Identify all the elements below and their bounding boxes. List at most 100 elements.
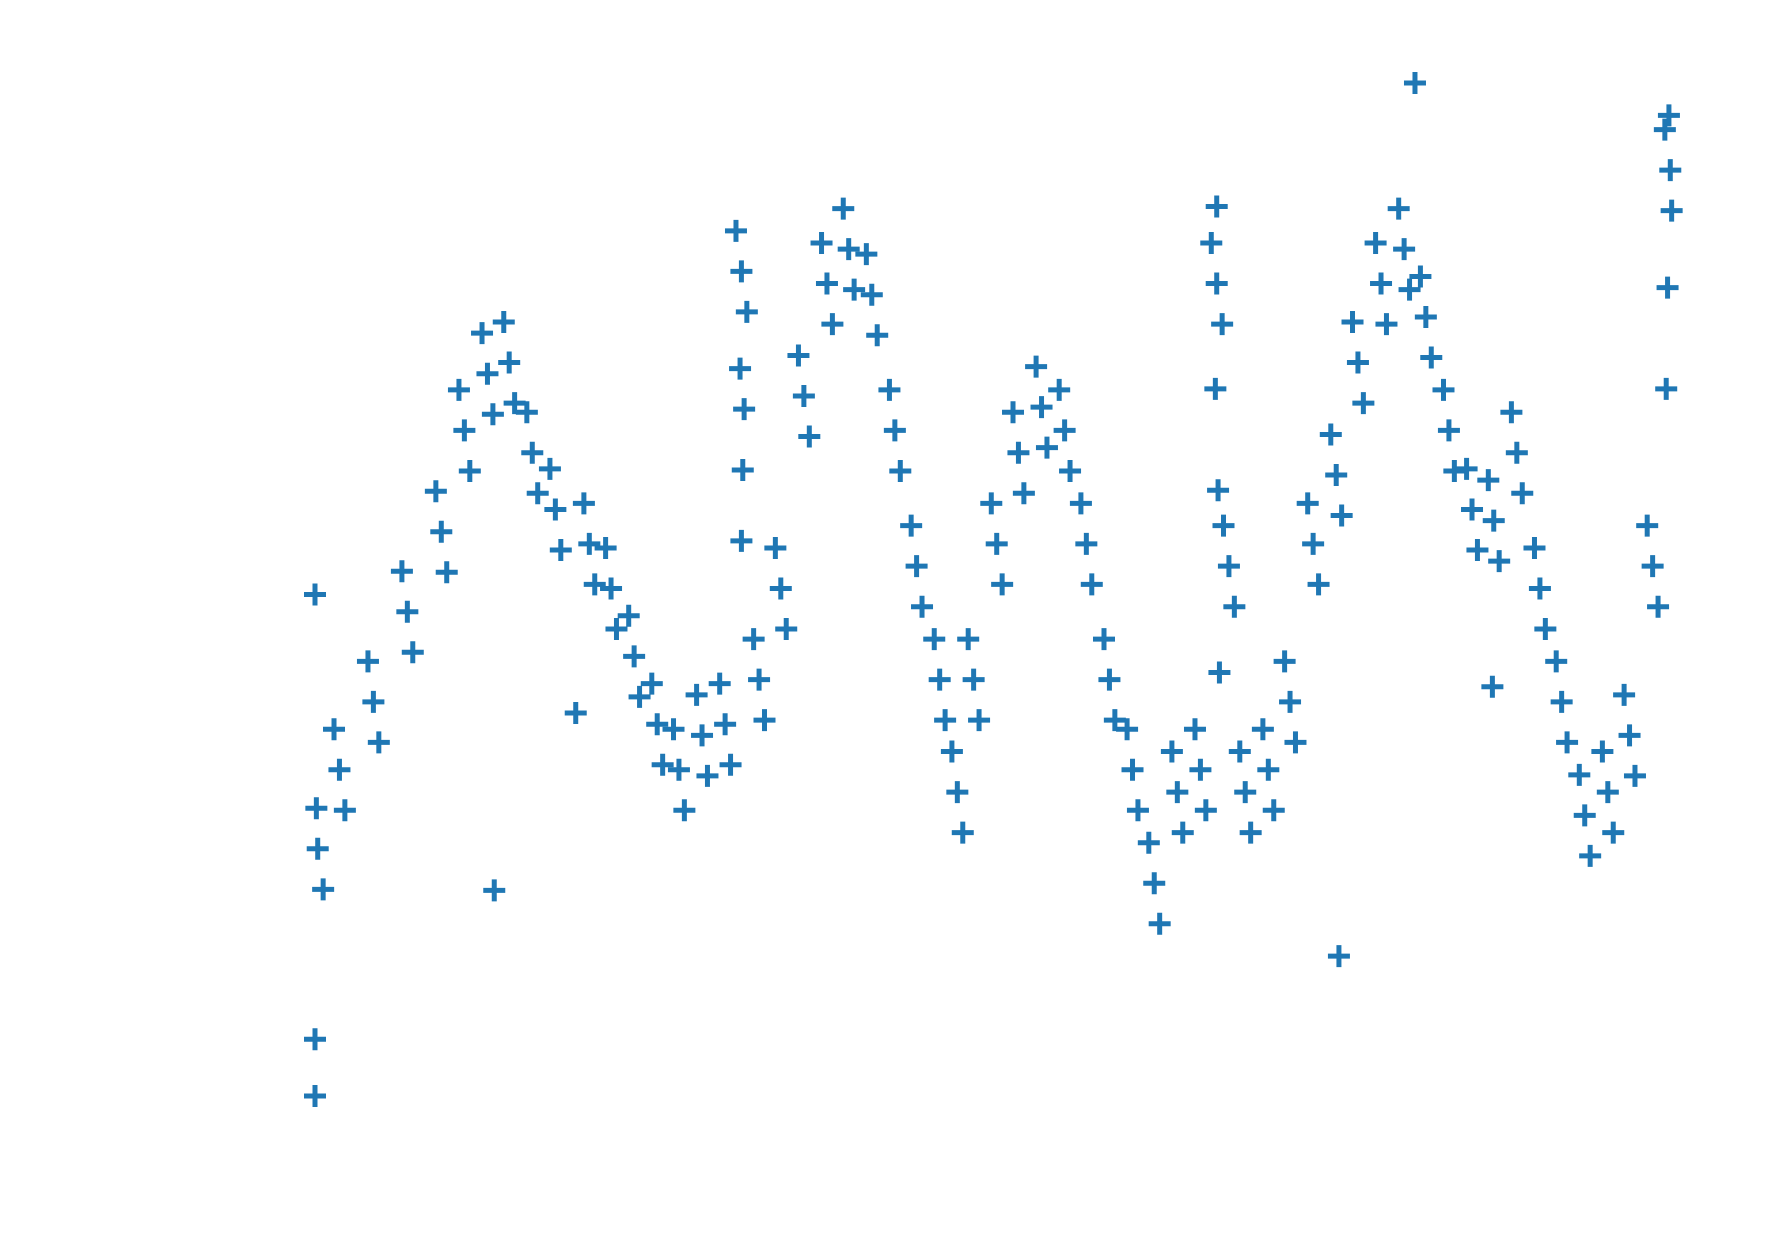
- scatter-point: [458, 459, 481, 482]
- scatter-point: [304, 1084, 326, 1107]
- scatter-point: [1223, 595, 1246, 618]
- scatter-point: [1080, 573, 1103, 596]
- scatter-point: [583, 573, 606, 596]
- scatter-point: [1205, 195, 1228, 218]
- scatter-point: [1025, 355, 1048, 378]
- scatter-point: [1273, 650, 1296, 673]
- scatter-point: [1647, 595, 1670, 618]
- scatter-point: [787, 344, 810, 367]
- scatter-point: [623, 645, 646, 668]
- scatter-point: [605, 617, 628, 640]
- scatter-point: [1030, 396, 1053, 419]
- scatter-point: [1346, 351, 1369, 374]
- scatter-point: [594, 536, 617, 559]
- scatter-point: [691, 724, 714, 747]
- scatter-point: [538, 457, 561, 480]
- scatter-point: [1075, 532, 1098, 555]
- scatter-point: [424, 480, 447, 503]
- scatter-point: [447, 378, 470, 401]
- scatter-point: [1591, 740, 1614, 763]
- scatter-point: [940, 740, 963, 763]
- scatter-point: [832, 197, 855, 220]
- scatter-point: [748, 668, 771, 691]
- scatter-point: [1103, 709, 1126, 732]
- scatter-point: [821, 313, 844, 336]
- scatter-point: [1655, 377, 1678, 400]
- scatter-point: [1327, 945, 1350, 968]
- scatter-point: [471, 322, 494, 345]
- scatter-point: [1352, 392, 1375, 415]
- scatter-point: [733, 398, 756, 421]
- scatter-point: [1550, 690, 1573, 713]
- scatter-point: [1194, 799, 1217, 822]
- scatter-point: [396, 600, 419, 623]
- scatter-point: [1466, 538, 1489, 561]
- scatter-point: [646, 713, 669, 736]
- scatter-point: [1228, 740, 1251, 763]
- scatter-point: [1488, 550, 1511, 573]
- scatter-point: [1319, 423, 1342, 446]
- scatter-point: [667, 758, 690, 781]
- scatter-point: [798, 425, 821, 448]
- scatter-point: [1398, 278, 1421, 301]
- scatter-point: [951, 821, 974, 844]
- scatter-point: [323, 718, 346, 741]
- scatter-point: [1126, 799, 1149, 822]
- scatter-point: [1602, 821, 1625, 844]
- scatter-point: [1414, 305, 1437, 328]
- scatter-point: [1251, 718, 1274, 741]
- scatter-point: [991, 573, 1014, 596]
- scatter-point: [1437, 419, 1460, 442]
- scatter-point: [764, 536, 787, 559]
- scatter-point: [980, 492, 1003, 515]
- scatter-point: [1059, 459, 1082, 482]
- scatter-point: [356, 650, 379, 673]
- scatter-point: [367, 731, 390, 754]
- scatter-point: [1207, 479, 1230, 502]
- scatter-point: [1660, 199, 1683, 222]
- scatter-point: [1069, 492, 1092, 515]
- scatter-point: [730, 529, 753, 552]
- scatter-point: [1393, 238, 1416, 261]
- scatter-point: [1596, 781, 1619, 804]
- scatter-point: [1500, 401, 1523, 424]
- scatter-point: [1330, 504, 1353, 527]
- scatter-point: [1455, 457, 1478, 480]
- scatter-point: [1200, 232, 1223, 255]
- scatter-point: [1279, 690, 1302, 713]
- scatter-point: [526, 482, 549, 505]
- scatter-point: [1511, 482, 1534, 505]
- scatter-point: [1573, 804, 1596, 827]
- scatter-point: [775, 617, 798, 640]
- scatter-point: [673, 799, 696, 822]
- scatter-point: [306, 837, 329, 860]
- scatter-point: [1568, 763, 1591, 786]
- scatter-point: [1523, 536, 1546, 559]
- scatter-point: [1284, 731, 1307, 754]
- scatter-point: [1048, 378, 1071, 401]
- scatter-point: [1481, 675, 1504, 698]
- scatter-point: [1653, 118, 1676, 141]
- scatter-point: [1477, 469, 1500, 492]
- scatter-point: [305, 797, 328, 820]
- scatter-point: [1012, 482, 1035, 505]
- scatter-point: [304, 1028, 326, 1051]
- scatter-point: [333, 799, 356, 822]
- scatter-point: [905, 555, 928, 578]
- scatter-point: [1137, 831, 1160, 854]
- scatter-point: [1370, 272, 1393, 295]
- scatter-point: [476, 362, 499, 385]
- scatter-point: [401, 641, 424, 664]
- scatter-point: [1341, 311, 1364, 334]
- scatter-point: [503, 392, 526, 415]
- scatter-point: [724, 219, 747, 242]
- scatter-point: [1171, 821, 1194, 844]
- scatter-point: [1002, 401, 1025, 424]
- scatter-point: [1461, 498, 1484, 521]
- scatter-point: [1623, 764, 1646, 787]
- scatter-point: [1556, 731, 1579, 754]
- scatter-point: [1659, 159, 1682, 182]
- scatter-point: [946, 781, 969, 804]
- scatter-point: [1420, 346, 1443, 369]
- scatter-point: [1234, 781, 1257, 804]
